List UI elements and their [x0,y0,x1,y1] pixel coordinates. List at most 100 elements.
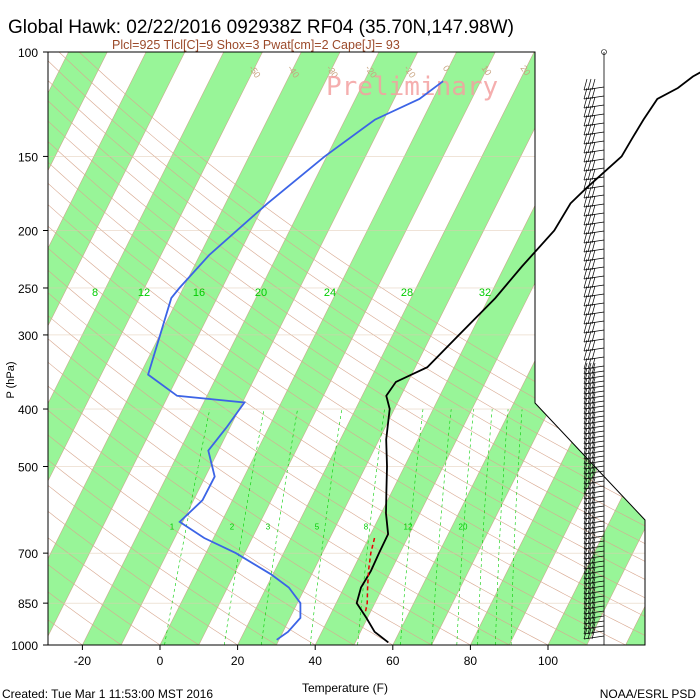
isotherm-line [120,52,418,645]
isotherm-line [237,52,535,645]
wind-barb [583,587,605,600]
isotherm-tick-label: 20 [518,63,532,77]
wind-barb [583,78,605,91]
x-tick-label: 40 [309,654,323,668]
isotherm-line [48,52,263,645]
isotherm-line [586,52,645,645]
temperature-band [48,52,185,645]
footer-credit: NOAA/ESRL PSD [600,687,697,700]
isotherm-line [48,52,147,645]
x-tick-label: 60 [386,654,400,668]
wind-barb [583,222,605,235]
y-tick-label: 850 [18,597,38,611]
temperature-band [237,52,573,645]
temperature-profile [355,71,700,644]
y-tick-label: 500 [18,460,38,474]
mixing-ratio-label: 28 [401,287,413,299]
plot-area [0,52,700,645]
wind-barb [583,285,605,298]
wind-barb [583,258,605,271]
wind-barb [583,492,605,505]
wind-barb [583,168,605,181]
isotherm-line [48,52,302,645]
isotherm-line [508,52,645,645]
temperature-band [48,52,263,645]
wind-barb [583,339,605,352]
mixing-ratio-label: 5 [315,522,320,531]
y-axis-ticks: 100 150 200 250 300 400 500 700 850 1000 [11,46,48,653]
wind-barb [583,123,605,136]
isotherm-line [82,52,380,645]
isotherm-line [48,52,224,645]
mixing-ratio-label: 2 [230,522,235,531]
mixing-ratio-label: 1 [170,522,175,531]
wind-barb [583,348,605,361]
mixing-ratio-label: 16 [193,287,205,299]
x-tick-label: 20 [231,654,245,668]
mixing-ratio-label: 12 [138,287,150,299]
mixing-ratio-label: 3 [266,522,271,531]
wind-barb [583,267,605,280]
y-tick-label: 1000 [11,639,38,653]
wind-barb [583,497,605,510]
x-axis-ticks: -20 0 20 40 60 80 100 [74,645,558,668]
wind-barb [583,195,605,208]
wind-barb-calm [601,49,607,55]
mixing-ratio-label: 12 [404,522,413,531]
wind-barb [583,105,605,118]
isotherm-line [48,52,186,645]
isotherm-line [48,52,341,645]
x-tick-label: -20 [74,654,92,668]
wind-barb [583,276,605,289]
wind-barb [583,177,605,190]
footer-created: Created: Tue Mar 1 11:53:00 MST 2016 [2,687,213,700]
x-tick-label: 0 [157,654,164,668]
mixing-ratio-label: 8 [92,287,98,299]
y-tick-label: 200 [18,225,38,239]
wind-barb [583,312,605,325]
mixing-ratio-label: 20 [255,287,267,299]
temperature-band [160,52,496,645]
y-axis-label: P (hPa) [5,361,17,398]
y-tick-label: 300 [18,329,38,343]
dewpoint-profile [147,80,444,641]
dry-adiabat-line [0,52,5,645]
wind-barb [583,362,605,375]
temperature-band [548,52,645,645]
x-tick-label: 80 [464,654,478,668]
wind-barb [583,159,605,172]
chart-subtitle: Plcl=925 Tlcl[C]=9 Shox=3 Pwat[cm]=2 Cap… [112,38,400,52]
wind-barb [583,150,605,163]
wind-barb [583,114,605,127]
y-tick-label: 150 [18,150,38,164]
data-series [147,71,700,644]
wind-barb [583,96,605,109]
wind-barb [583,330,605,343]
isotherm-tick-label: 10 [480,63,494,77]
temperature-band [625,52,645,645]
wind-barbs [583,49,607,645]
wind-barb [583,622,605,635]
wind-barb [583,231,605,244]
wind-barb [583,457,605,470]
mixing-ratio-label: 24 [324,287,336,299]
wind-barb [583,87,605,100]
y-tick-label: 700 [18,547,38,561]
mixing-ratio-label: 20 [459,522,468,531]
isotherm-line [159,52,457,645]
watermark: Preliminary [326,72,498,102]
isotherm-lines [48,52,700,645]
isotherm-line [664,52,700,645]
wind-barb [583,372,605,385]
mixing-ratio-label: 32 [479,287,491,299]
isotherm-line [276,52,574,645]
wind-barb [583,321,605,334]
wind-barb [583,186,605,199]
mixing-ratio-label: 8 [364,522,369,531]
isotherm-tick-label: 0 [441,63,452,73]
isotherm-line [547,52,645,645]
isotherm-line [198,52,496,645]
wind-barb [583,437,605,450]
temperature-bands [48,52,645,645]
